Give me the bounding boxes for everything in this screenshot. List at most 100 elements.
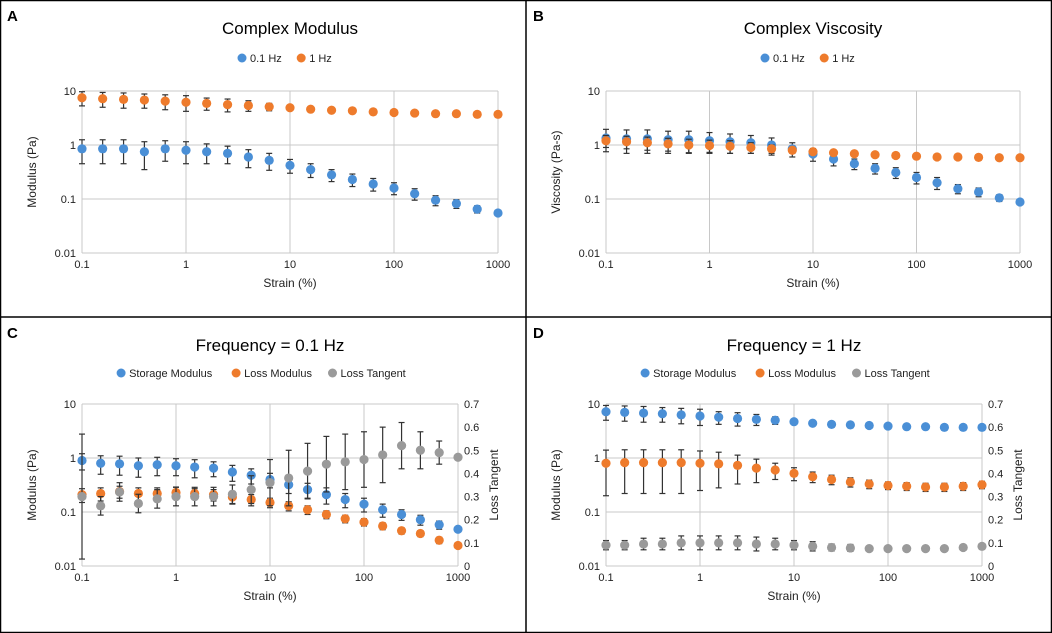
data-point bbox=[243, 100, 253, 111]
data-point bbox=[714, 412, 724, 422]
data-point bbox=[96, 501, 106, 511]
legend-item: Storage Modulus bbox=[116, 368, 213, 380]
legend-marker bbox=[231, 368, 241, 378]
data-point bbox=[657, 409, 667, 419]
x-tick-label: 100 bbox=[355, 572, 373, 584]
data-point bbox=[920, 422, 931, 432]
y2-tick-label: 0.1 bbox=[464, 538, 479, 550]
legend-item: Loss Modulus bbox=[231, 368, 312, 380]
x-tick-label: 10 bbox=[264, 572, 276, 584]
x-axis-label: Strain (%) bbox=[243, 589, 296, 603]
y-tick-label: 0.01 bbox=[55, 248, 76, 260]
data-point bbox=[902, 422, 912, 432]
data-point bbox=[808, 541, 818, 551]
data-point bbox=[870, 150, 880, 160]
data-point bbox=[789, 417, 799, 427]
data-point bbox=[133, 498, 143, 509]
data-point bbox=[77, 93, 87, 103]
data-point bbox=[472, 204, 482, 214]
data-point bbox=[98, 144, 108, 154]
data-point bbox=[340, 514, 350, 524]
y2-tick-label: 0.5 bbox=[464, 445, 479, 457]
legend-label: Loss Modulus bbox=[244, 368, 312, 380]
data-point bbox=[953, 184, 963, 194]
data-point bbox=[396, 509, 407, 520]
legend-marker bbox=[640, 368, 650, 378]
x-tick-label: 0.1 bbox=[74, 572, 89, 584]
x-tick-label: 1000 bbox=[970, 572, 994, 584]
data-point bbox=[160, 144, 170, 154]
y-tick-label: 0.1 bbox=[61, 194, 76, 206]
y2-tick-label: 0.3 bbox=[988, 492, 1003, 504]
y-tick-label: 0.1 bbox=[585, 194, 600, 206]
data-point bbox=[434, 535, 444, 545]
series-1-hz bbox=[601, 134, 1025, 163]
data-point bbox=[657, 458, 667, 468]
legend-label: Loss Tangent bbox=[865, 368, 930, 380]
legend: 0.1 Hz 1 Hz bbox=[760, 53, 855, 65]
y2-tick-label: 0 bbox=[464, 561, 470, 573]
chart-title: Complex Viscosity bbox=[744, 19, 883, 38]
data-point bbox=[227, 467, 237, 477]
y-tick-label: 10 bbox=[64, 399, 76, 411]
data-point bbox=[285, 160, 295, 170]
data-point bbox=[751, 539, 761, 549]
data-point bbox=[891, 167, 901, 178]
y2-axis-label: Loss Tangent bbox=[487, 449, 501, 521]
data-point bbox=[396, 441, 407, 451]
data-point bbox=[171, 461, 181, 471]
data-point bbox=[977, 422, 987, 432]
tick-labels: 0.1 1 10 100 10000.010.111000.10.20.30.40.50… bbox=[579, 399, 1004, 584]
data-point bbox=[787, 145, 797, 155]
x-tick-label: 1000 bbox=[1008, 259, 1032, 271]
legend-item: 0.1 Hz bbox=[237, 53, 282, 65]
data-point bbox=[434, 448, 444, 458]
data-point bbox=[849, 149, 859, 159]
data-point bbox=[378, 521, 388, 531]
panel-letter: B bbox=[533, 8, 544, 25]
y2-tick-label: 0.4 bbox=[988, 468, 1003, 480]
data-point bbox=[973, 152, 984, 162]
data-point bbox=[190, 491, 200, 502]
legend-label: 1 Hz bbox=[309, 53, 332, 65]
data-point bbox=[621, 137, 632, 147]
data-point bbox=[826, 474, 837, 485]
data-point bbox=[826, 419, 837, 429]
data-point bbox=[389, 107, 399, 118]
legend-marker bbox=[237, 53, 247, 63]
y2-tick-label: 0.3 bbox=[464, 492, 479, 504]
data-point bbox=[434, 520, 444, 530]
data-point bbox=[340, 457, 350, 467]
data-point bbox=[415, 445, 425, 455]
x-tick-label: 100 bbox=[385, 259, 403, 271]
series-loss-modulus bbox=[601, 449, 987, 497]
tick-labels: 0.1 1 10 100 10000.010.111000.10.20.30.40.50… bbox=[55, 399, 480, 584]
y2-axis-label: Loss Tangent bbox=[1011, 449, 1025, 521]
data-point bbox=[347, 174, 357, 185]
legend-marker bbox=[296, 53, 306, 63]
data-point bbox=[939, 422, 949, 432]
data-point bbox=[620, 407, 630, 417]
data-point bbox=[284, 473, 294, 483]
data-point bbox=[638, 539, 649, 549]
data-point bbox=[932, 178, 942, 188]
data-point bbox=[493, 208, 503, 218]
data-point bbox=[845, 543, 855, 553]
data-point bbox=[684, 140, 694, 150]
y-axis-label: Modulus (Pa) bbox=[25, 449, 39, 520]
y2-tick-label: 0.7 bbox=[464, 399, 479, 411]
data-point bbox=[770, 539, 780, 549]
x-tick-label: 10 bbox=[788, 572, 800, 584]
x-tick-label: 1 bbox=[173, 572, 179, 584]
panel-a: A Complex Modulus 0.1 Hz 1 Hz 0.1 1 10 100 1000 0… bbox=[7, 8, 510, 290]
legend-marker bbox=[116, 368, 126, 378]
data-point bbox=[493, 109, 503, 119]
data-point bbox=[453, 452, 463, 462]
data-point bbox=[883, 421, 893, 431]
legend-item: 1 Hz bbox=[819, 53, 855, 65]
data-point bbox=[958, 481, 968, 491]
panel-c: C Frequency = 0.1 Hz Storage Modulus Loss M… bbox=[7, 325, 501, 603]
data-point bbox=[415, 528, 425, 539]
